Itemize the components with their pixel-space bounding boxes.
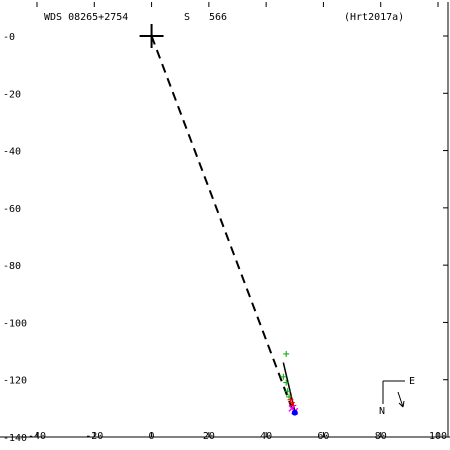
- data-point: [287, 396, 294, 403]
- system-id-label: WDS 08265+2754: [44, 12, 128, 23]
- y-tick-label: -40: [3, 147, 21, 158]
- x-tick-label: 0: [149, 431, 155, 442]
- y-tick-label: -60: [3, 204, 21, 215]
- data-point: [288, 399, 295, 406]
- data-point: [286, 393, 293, 400]
- x-tick-label: 40: [260, 431, 272, 442]
- y-tick-label: -140: [3, 433, 27, 444]
- data-point: [291, 409, 298, 416]
- x-tick-label: -40: [28, 431, 46, 442]
- data-point: [283, 379, 290, 386]
- pair-number-label: 566: [209, 12, 227, 23]
- data-point: [284, 388, 291, 395]
- data-point-dot: [291, 409, 298, 416]
- x-tick-label: -20: [85, 431, 103, 442]
- compass-north-label: N: [379, 406, 385, 417]
- discoverer-label: S: [184, 12, 190, 23]
- x-tick-label: 60: [317, 431, 329, 442]
- y-tick-label: -120: [3, 376, 27, 387]
- mean-motion-line: [150, 35, 293, 409]
- motion-arrow-icon: [397, 391, 405, 408]
- y-tick-label: -0: [3, 32, 15, 43]
- y-tick-label: -100: [3, 318, 27, 329]
- data-point: [283, 350, 290, 357]
- y-tick-label: -20: [3, 89, 21, 100]
- data-layer: [139, 24, 299, 416]
- x-tick-label: 20: [203, 431, 215, 442]
- y-tick-label: -80: [3, 261, 21, 272]
- axes-layer: -40 -20 0 20 40 60 80 100 -0 -20 -40 -60 -80 -100 -120…: [3, 2, 448, 444]
- reference-label: (Hrt2017a): [344, 12, 404, 23]
- x-tick-label: 80: [375, 431, 387, 442]
- compass-east-label: E: [409, 376, 415, 387]
- data-point: [280, 373, 287, 380]
- x-tick-label: 100: [429, 431, 447, 442]
- compass: E N: [379, 376, 415, 417]
